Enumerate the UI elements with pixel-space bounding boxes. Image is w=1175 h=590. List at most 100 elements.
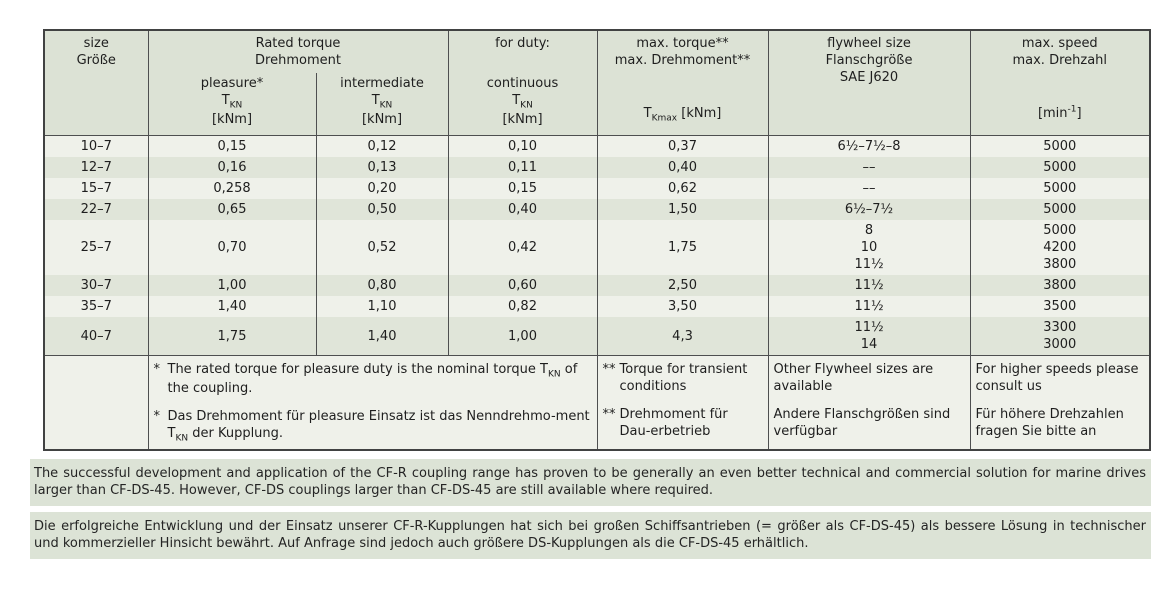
cell-size: 22–7 (43, 199, 148, 220)
table-row: 40–7 1,75 1,40 1,00 4,3 11½ 14 3300 3000 (43, 317, 1151, 356)
cell-pleasure-torque: 0,70 (147, 220, 316, 275)
header-spacer (975, 69, 1146, 105)
paragraph-german: Die erfolgreiche Entwicklung und der Ein… (30, 512, 1151, 560)
cell-max-torque: 0,62 (596, 178, 769, 199)
cell-continuous-torque: 0,11 (447, 157, 598, 178)
footnote-empty-cell (43, 355, 148, 451)
cell-continuous-torque: 0,40 (447, 199, 598, 220)
header-continuous: continuous TKN [kNm] (447, 73, 598, 136)
cell-max-torque: 1,50 (596, 199, 769, 220)
table-row: 25–7 0,70 0,52 0,42 1,75 8 10 11½ 5000 4200 3800 (43, 220, 1151, 275)
cell-intermediate-torque: 0,50 (315, 199, 449, 220)
header-rated-torque-de: Drehmoment (255, 53, 341, 68)
footnote-torque-en: ** Torque for transient conditions (602, 362, 748, 394)
table-row: 10–7 0,15 0,12 0,10 0,37 6½–7½–8 5000 (43, 135, 1151, 157)
cell-flywheel-size: 11½ (767, 275, 971, 296)
cell-flywheel-size: 6½–7½–8 (767, 135, 971, 157)
footnote-row: * The rated torque for pleasure duty is … (43, 355, 1151, 451)
footnote-flywheel-de: Andere Flanschgrößen sind verfügbar (773, 407, 951, 439)
cell-max-torque: 3,50 (596, 296, 769, 317)
header-tkn-symbol: TKN (512, 93, 533, 111)
asterisk-marker: * (153, 362, 161, 377)
footnote-flywheel: Other Flywheel sizes are available Ander… (767, 355, 971, 451)
header-flywheel-en: flywheel size (827, 36, 911, 51)
cell-intermediate-torque: 0,13 (315, 157, 449, 178)
cell-intermediate-torque: 0,80 (315, 275, 449, 296)
cell-size: 35–7 (43, 296, 148, 317)
cell-continuous-torque: 1,00 (447, 317, 598, 356)
footnote-flywheel-en: Other Flywheel sizes are available (773, 362, 934, 394)
header-size: size Größe (43, 30, 148, 136)
cell-continuous-torque: 0,82 (447, 296, 598, 317)
bottom-paragraphs: The successful development and applicati… (30, 459, 1151, 560)
header-knm-unit: [kNm] (502, 111, 543, 127)
footnote-speed-en: For higher speeds please consult us (975, 362, 1139, 394)
header-flywheel-de: Flanschgröße (825, 53, 913, 68)
asterisk-marker: * (153, 408, 161, 424)
cell-max-speed: 5000 (969, 135, 1151, 157)
header-max-speed-en: max. speed (1021, 36, 1098, 51)
cell-flywheel-size: 6½–7½ (767, 199, 971, 220)
cell-max-torque: 1,75 (596, 220, 769, 275)
table-row: 12–7 0,16 0,13 0,11 0,40 –– 5000 (43, 157, 1151, 178)
cell-pleasure-torque: 1,00 (147, 275, 316, 296)
cell-max-speed: 3500 (969, 296, 1151, 317)
footnote-speed: For higher speeds please consult us Für … (969, 355, 1151, 451)
header-tkn-symbol: TKN (371, 93, 393, 111)
footnote-rated-torque: * The rated torque for pleasure duty is … (147, 355, 598, 451)
cell-max-speed: 5000 (969, 178, 1151, 199)
footnote-speed-de: Für höhere Drehzahlen fragen Sie bitte a… (975, 407, 1124, 439)
paragraph-english: The successful development and applicati… (30, 459, 1151, 507)
header-max-torque-en: max. torque** (636, 36, 729, 51)
header-spacer (602, 69, 764, 105)
header-rated-torque-en: Rated torque (255, 36, 341, 51)
header-knm-unit: [kNm] (361, 111, 403, 127)
cell-intermediate-torque: 1,10 (315, 296, 449, 317)
cell-max-speed: 5000 (969, 199, 1151, 220)
cell-pleasure-torque: 0,16 (147, 157, 316, 178)
header-tkn-symbol: TKN (221, 93, 243, 111)
cell-flywheel-size: 11½ 14 (767, 317, 971, 356)
cell-intermediate-torque: 0,12 (315, 135, 449, 157)
cell-pleasure-torque: 1,75 (147, 317, 316, 356)
cell-max-torque: 4,3 (596, 317, 769, 356)
cell-size: 10–7 (43, 135, 148, 157)
header-flywheel-size: flywheel size Flanschgröße SAE J620 (767, 30, 971, 136)
cell-continuous-torque: 0,15 (447, 178, 598, 199)
cell-flywheel-size: –– (767, 178, 971, 199)
header-row-sub: pleasure* TKN [kNm] intermediate TKN [kN… (44, 73, 1150, 136)
cell-max-torque: 2,50 (596, 275, 769, 296)
header-flywheel-sae: SAE J620 (839, 70, 899, 85)
header-speed-unit: [min-1] (1037, 104, 1082, 121)
double-asterisk-marker: ** (602, 362, 616, 377)
table-row: 22–7 0,65 0,50 0,40 1,50 6½–7½ 5000 (43, 199, 1151, 220)
cell-max-torque: 0,37 (596, 135, 769, 157)
cell-flywheel-size: 8 10 11½ (767, 220, 971, 275)
header-size-de: Größe (76, 53, 116, 68)
cell-max-torque: 0,40 (596, 157, 769, 178)
header-knm-unit: [kNm] (211, 111, 253, 127)
cell-pleasure-torque: 0,15 (147, 135, 316, 157)
header-max-speed: max. speed max. Drehzahl [min-1] (969, 30, 1151, 136)
table-row: 35–7 1,40 1,10 0,82 3,50 11½ 3500 (43, 296, 1151, 317)
header-size-en: size (83, 36, 109, 51)
cell-size: 15–7 (43, 178, 148, 199)
header-intermediate: intermediate TKN [kNm] (315, 73, 449, 136)
cell-intermediate-torque: 1,40 (315, 317, 449, 356)
cell-continuous-torque: 0,42 (447, 220, 598, 275)
footnote-torque-de: ** Drehmoment für Dau-erbetrieb (602, 407, 728, 439)
double-asterisk-marker: ** (602, 407, 616, 422)
cell-max-speed: 5000 (969, 157, 1151, 178)
footnote-rated-en: * The rated torque for pleasure duty is … (153, 362, 578, 396)
cell-intermediate-torque: 0,52 (315, 220, 449, 275)
coupling-specs-table: size Größe Rated torque Drehmoment for d… (43, 29, 1152, 452)
cell-size: 40–7 (43, 317, 148, 356)
cell-pleasure-torque: 0,258 (147, 178, 316, 199)
header-row-top: size Größe Rated torque Drehmoment for d… (43, 30, 1151, 136)
cell-max-speed: 3300 3000 (969, 317, 1151, 356)
table-row: 15–7 0,258 0,20 0,15 0,62 –– 5000 (43, 178, 1151, 199)
header-max-torque-de: max. Drehmoment** (614, 53, 751, 68)
cell-size: 25–7 (43, 220, 148, 275)
header-max-torque: max. torque** max. Drehmoment** TKmax [k… (596, 30, 769, 136)
header-max-speed-de: max. Drehzahl (1012, 53, 1108, 68)
